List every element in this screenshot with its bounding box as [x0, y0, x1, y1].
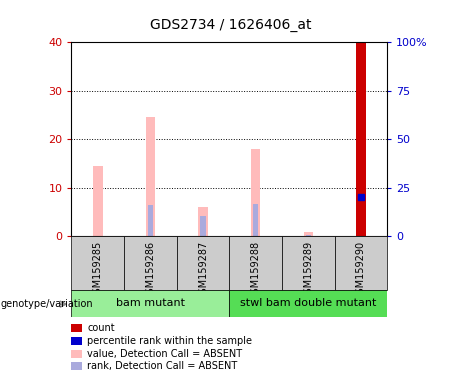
Bar [229, 236, 282, 290]
Text: GSM159290: GSM159290 [356, 240, 366, 300]
Text: GSM159287: GSM159287 [198, 240, 208, 300]
Bar [124, 236, 177, 290]
Bar [198, 207, 208, 236]
Text: stwl bam double mutant: stwl bam double mutant [240, 298, 377, 308]
Bar [306, 235, 311, 236]
Text: GSM159288: GSM159288 [251, 240, 260, 300]
Text: rank, Detection Call = ABSENT: rank, Detection Call = ABSENT [87, 361, 237, 371]
Text: value, Detection Call = ABSENT: value, Detection Call = ABSENT [87, 349, 242, 359]
Bar [177, 236, 229, 290]
Text: count: count [87, 323, 115, 333]
Bar [146, 118, 155, 236]
Bar [251, 149, 260, 236]
Text: bam mutant: bam mutant [116, 298, 185, 308]
Text: GSM159285: GSM159285 [93, 240, 103, 300]
Text: percentile rank within the sample: percentile rank within the sample [87, 336, 252, 346]
Bar [148, 205, 153, 236]
Bar [71, 290, 230, 317]
Bar [282, 236, 335, 290]
Bar [356, 42, 366, 236]
Bar [93, 166, 102, 236]
Text: GSM159289: GSM159289 [303, 240, 313, 300]
Text: GDS2734 / 1626406_at: GDS2734 / 1626406_at [150, 18, 311, 32]
Bar [201, 216, 206, 236]
Text: genotype/variation: genotype/variation [1, 299, 94, 309]
Bar [356, 42, 366, 236]
Bar [335, 236, 387, 290]
Text: GSM159286: GSM159286 [145, 240, 155, 300]
Bar [229, 290, 387, 317]
Bar [71, 236, 124, 290]
Bar [303, 232, 313, 236]
Bar [253, 204, 258, 236]
